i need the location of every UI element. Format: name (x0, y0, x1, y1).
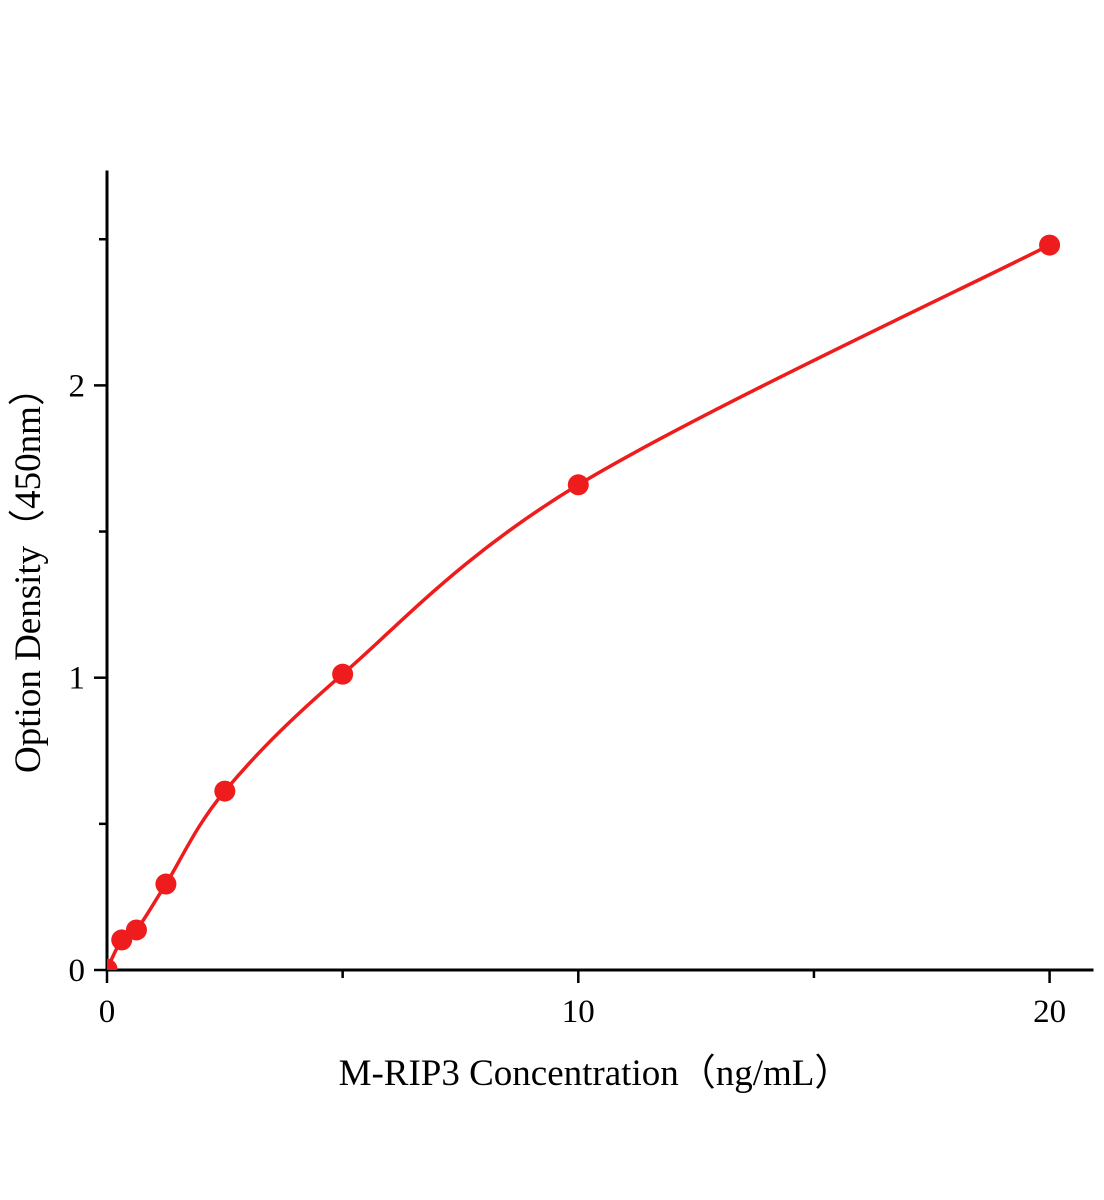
x-axis-title: M-RIP3 Concentration（ng/mL） (339, 1053, 852, 1094)
data-point (332, 663, 354, 685)
y-axis-title: Option Density（450nm） (8, 369, 49, 773)
y-tick-label: 2 (69, 368, 86, 404)
x-tick-label: 0 (99, 994, 116, 1030)
data-series (107, 234, 1061, 970)
data-point (214, 780, 236, 802)
data-point (155, 873, 177, 895)
data-point (107, 958, 118, 970)
axis-ticks (94, 237, 1051, 983)
data-point (567, 474, 589, 496)
data-point (1039, 234, 1061, 256)
x-tick-label: 20 (1033, 994, 1066, 1030)
tick-labels: 0 10 20 0 1 2 (69, 368, 1067, 1030)
axis-spines (105, 170, 1094, 972)
standard-curve-line (107, 243, 1052, 970)
y-tick-label: 0 (69, 953, 86, 989)
axes (105, 170, 1094, 972)
y-tick-label: 1 (69, 661, 86, 697)
data-point (125, 919, 147, 941)
data-point (111, 929, 133, 951)
x-tick-label: 10 (562, 994, 595, 1030)
